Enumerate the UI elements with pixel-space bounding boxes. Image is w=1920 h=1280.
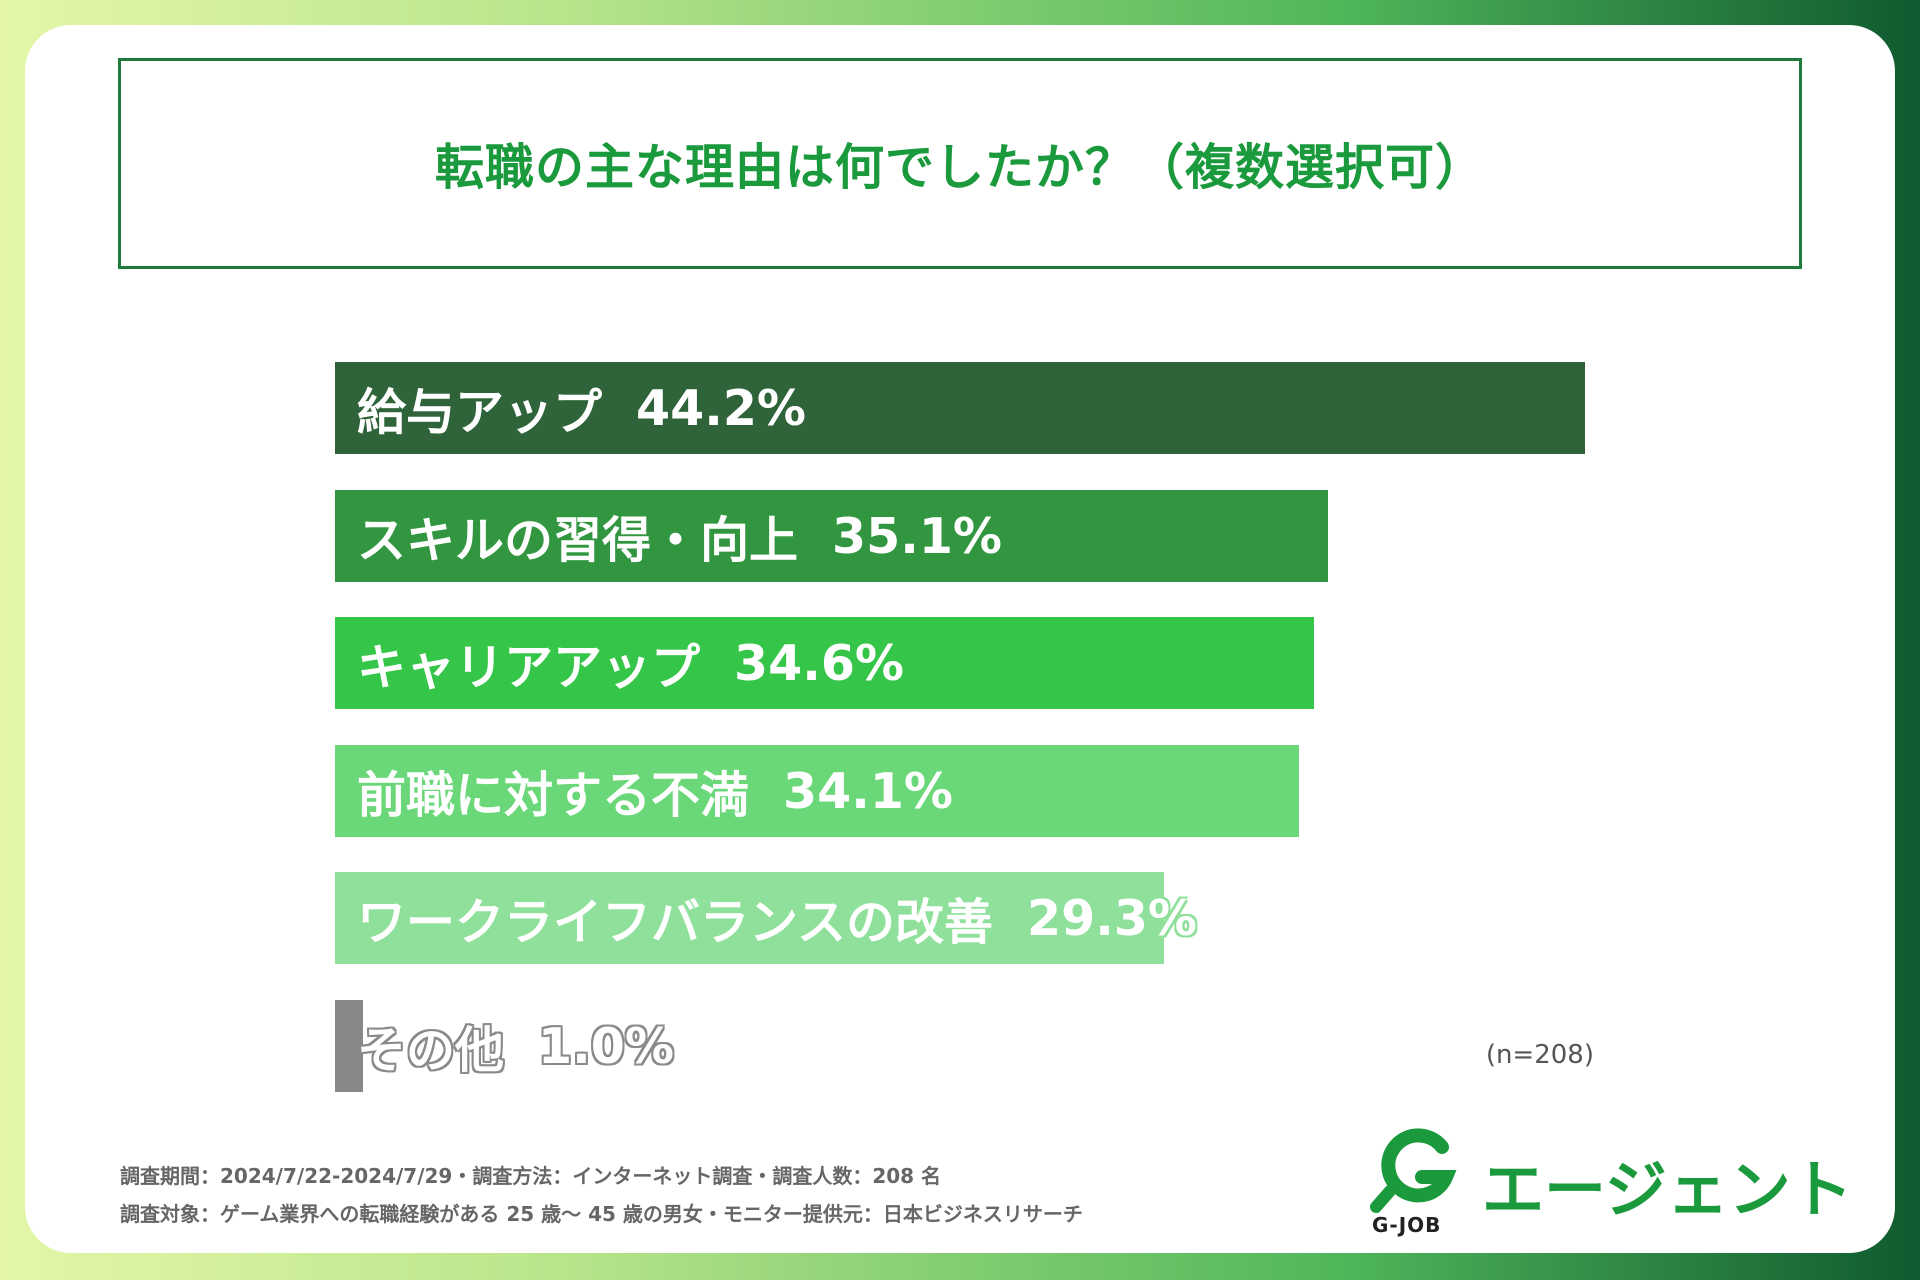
category-label: ワークライフバランスの改善	[357, 893, 994, 951]
logo-agent-text: エージェント	[1482, 1153, 1853, 1226]
value-label: 29.3%	[1027, 889, 1198, 947]
bar-label-5: ワークライフバランスの改善 29.3%	[357, 872, 1197, 964]
sample-size-note: (n=208)	[1485, 1040, 1594, 1070]
bar-3	[335, 617, 1314, 709]
bar-label-1: 給与アップ 44.2%	[357, 362, 806, 454]
value-label: 35.1%	[832, 507, 1003, 565]
logo: G-JOB エージェント	[1370, 1125, 1853, 1237]
bar-2	[335, 490, 1328, 582]
bar-6	[335, 1000, 363, 1092]
bar-label-3: キャリアアップ 34.6%	[357, 617, 904, 709]
logo-brand-text: G-JOB	[1372, 1213, 1442, 1237]
value-label: 1.0%	[538, 1017, 674, 1075]
value-label: 44.2%	[636, 379, 807, 437]
category-label: 給与アップ	[357, 383, 603, 441]
chart-title: 転職の主な理由は何でしたか？（複数選択可）	[434, 139, 1485, 196]
bar-label-2: スキルの習得・向上 35.1%	[357, 490, 1002, 582]
category-label: 前職に対する不満	[357, 766, 750, 824]
value-label: 34.6%	[734, 634, 905, 692]
footnote-survey-period: 調査期間：2024/7/22-2024/7/29・調査方法：インターネット調査・…	[120, 1164, 942, 1188]
bar-5	[335, 872, 1164, 964]
value-label: 34.1%	[783, 762, 954, 820]
g-magnifier-icon	[1370, 1128, 1457, 1213]
title-box: 転職の主な理由は何でしたか？（複数選択可）	[118, 58, 1802, 269]
category-label: その他	[357, 1021, 505, 1079]
bar-label-4: 前職に対する不満 34.1%	[357, 745, 953, 837]
bar-1	[335, 362, 1585, 454]
category-label: スキルの習得・向上	[357, 511, 799, 569]
bar-label-6: その他 1.0%	[357, 1000, 674, 1092]
category-label: キャリアアップ	[357, 638, 701, 696]
bar-4	[335, 745, 1299, 837]
footnote-survey-target: 調査対象：ゲーム業界への転職経験がある 25 歳～ 45 歳の男女・モニター提供…	[120, 1202, 1083, 1226]
